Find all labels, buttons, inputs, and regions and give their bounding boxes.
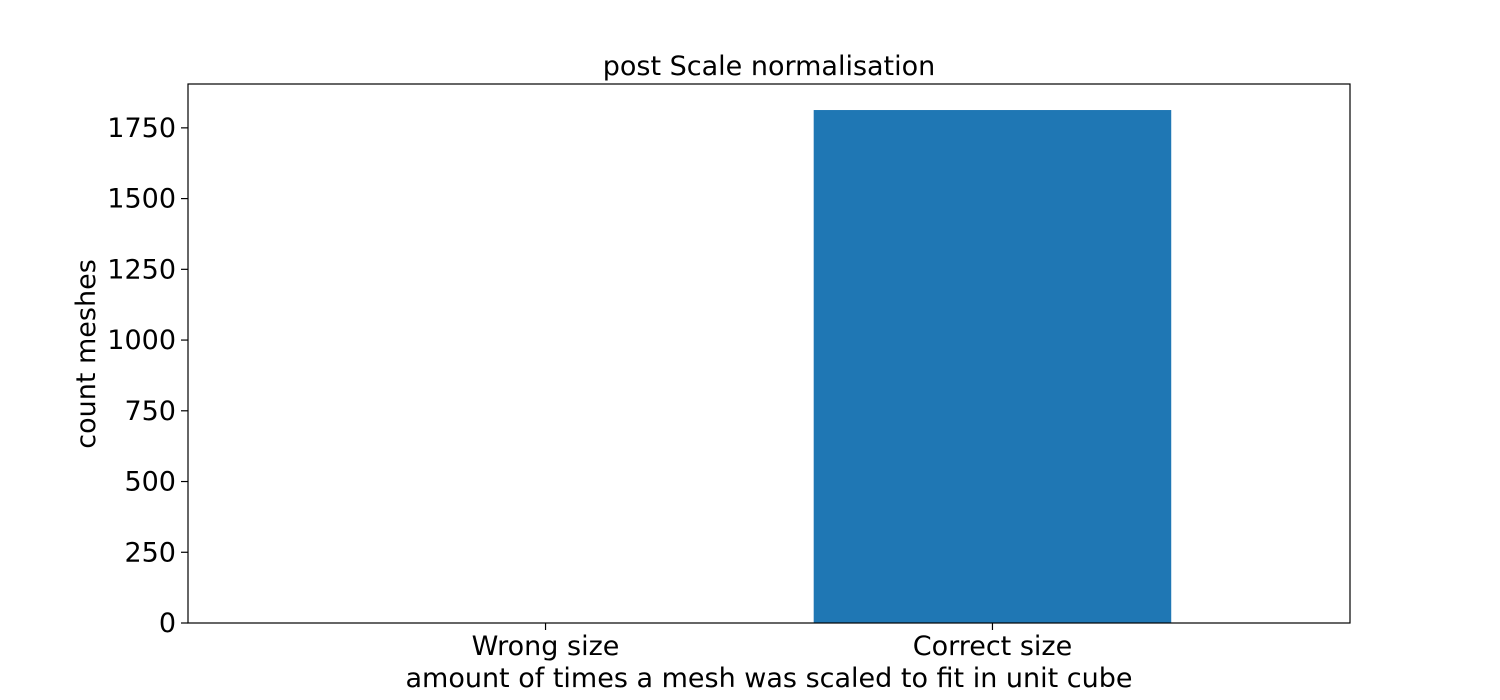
y-axis: 0 250 500 750 1000 1250 1500 1750 bbox=[107, 113, 188, 639]
y-tick-label: 250 bbox=[124, 537, 176, 568]
x-axis: Wrong size Correct size bbox=[472, 623, 1072, 662]
y-tick-label: 500 bbox=[124, 467, 176, 498]
y-axis-label: count meshes bbox=[71, 259, 102, 449]
x-axis-label: amount of times a mesh was scaled to fit… bbox=[405, 663, 1132, 694]
x-tick-label: Correct size bbox=[913, 631, 1072, 662]
chart-title: post Scale normalisation bbox=[603, 51, 936, 82]
y-tick-label: 1500 bbox=[107, 184, 176, 215]
plot-frame bbox=[187, 83, 1351, 624]
y-tick-label: 1250 bbox=[107, 254, 176, 285]
x-tick-label: Wrong size bbox=[472, 631, 620, 662]
y-tick-label: 1750 bbox=[107, 113, 176, 144]
y-tick-label: 0 bbox=[159, 608, 176, 639]
bars-group bbox=[813, 110, 1172, 623]
y-tick-label: 1000 bbox=[107, 325, 176, 356]
y-tick-label: 750 bbox=[124, 396, 176, 427]
bar-correct-size bbox=[813, 110, 1172, 623]
